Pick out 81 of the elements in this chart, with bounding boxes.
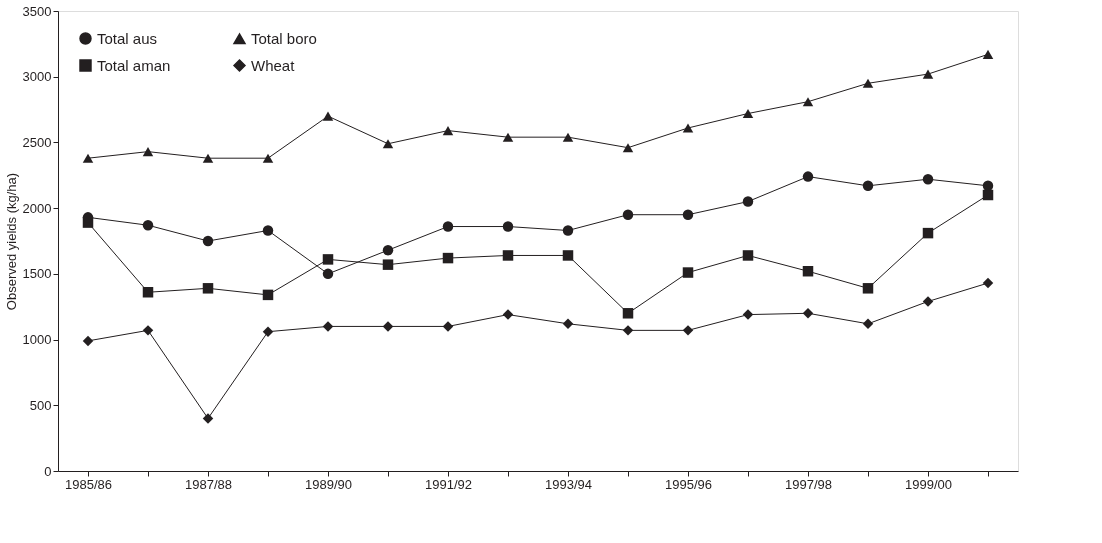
x-tick-label: 1987/88 bbox=[185, 476, 232, 492]
point bbox=[442, 126, 454, 136]
point bbox=[262, 326, 274, 337]
point bbox=[142, 147, 154, 157]
point bbox=[802, 265, 814, 277]
legend-label: Total aman bbox=[97, 56, 171, 74]
point bbox=[982, 49, 994, 59]
y-tick-label: 1500 bbox=[22, 266, 52, 282]
x-tick-label: 1999/00 bbox=[905, 476, 952, 492]
point bbox=[82, 153, 94, 163]
point bbox=[622, 143, 634, 153]
point bbox=[142, 287, 154, 298]
legend-label: Total boro bbox=[251, 29, 317, 47]
point bbox=[802, 308, 814, 319]
point bbox=[142, 325, 154, 336]
x-tick-label: 1997/98 bbox=[785, 476, 832, 492]
y-axis-title: Observed yields (kg/ha) bbox=[3, 172, 19, 311]
point bbox=[142, 219, 154, 231]
point bbox=[802, 97, 814, 107]
point bbox=[202, 153, 214, 163]
point bbox=[622, 325, 634, 336]
point bbox=[802, 171, 814, 182]
point bbox=[202, 283, 214, 294]
point bbox=[442, 321, 454, 332]
legend-label: Wheat bbox=[251, 56, 296, 74]
point bbox=[682, 123, 694, 133]
y-tick-label: 0 bbox=[44, 463, 52, 479]
point bbox=[862, 78, 874, 88]
point bbox=[202, 413, 214, 424]
point bbox=[82, 335, 94, 347]
point bbox=[922, 69, 934, 79]
y-tick-label: 3000 bbox=[22, 69, 52, 85]
point bbox=[742, 309, 754, 320]
point bbox=[382, 321, 394, 332]
point bbox=[922, 227, 934, 239]
point bbox=[742, 196, 754, 207]
x-tick-label: 1989/90 bbox=[305, 476, 352, 492]
legend-label: Total aus bbox=[97, 29, 158, 47]
point bbox=[742, 250, 754, 261]
point bbox=[262, 225, 274, 236]
point bbox=[202, 235, 214, 247]
point bbox=[562, 250, 574, 261]
y-tick-label: 3500 bbox=[22, 3, 52, 19]
point bbox=[262, 153, 274, 163]
point bbox=[382, 244, 394, 256]
point bbox=[442, 221, 454, 232]
point bbox=[502, 309, 514, 320]
point bbox=[322, 111, 334, 121]
point bbox=[502, 250, 514, 261]
point bbox=[322, 268, 334, 280]
point bbox=[262, 289, 274, 301]
x-tick-label: 1993/94 bbox=[545, 476, 592, 492]
point bbox=[382, 259, 394, 270]
point bbox=[382, 139, 394, 149]
point bbox=[502, 221, 514, 232]
point bbox=[682, 325, 694, 336]
point bbox=[622, 308, 634, 319]
point bbox=[562, 225, 574, 236]
point bbox=[682, 267, 694, 278]
point bbox=[862, 318, 874, 330]
point bbox=[322, 321, 334, 332]
point bbox=[622, 209, 634, 220]
point bbox=[922, 173, 934, 185]
x-tick-label: 1995/96 bbox=[665, 476, 712, 492]
point bbox=[682, 209, 694, 220]
point bbox=[442, 252, 454, 264]
point bbox=[862, 180, 874, 192]
y-tick-label: 2000 bbox=[22, 200, 52, 216]
y-tick-label: 2500 bbox=[22, 134, 52, 150]
point bbox=[322, 254, 334, 265]
point bbox=[562, 132, 574, 142]
point bbox=[502, 132, 514, 142]
y-tick-label: 1000 bbox=[22, 332, 52, 348]
point bbox=[982, 277, 994, 289]
point bbox=[922, 296, 934, 307]
x-tick-label: 1985/86 bbox=[65, 476, 112, 492]
y-tick-label: 500 bbox=[29, 397, 52, 413]
point bbox=[742, 108, 754, 119]
point bbox=[562, 318, 574, 330]
point bbox=[862, 283, 874, 294]
x-tick-label: 1991/92 bbox=[425, 476, 472, 492]
